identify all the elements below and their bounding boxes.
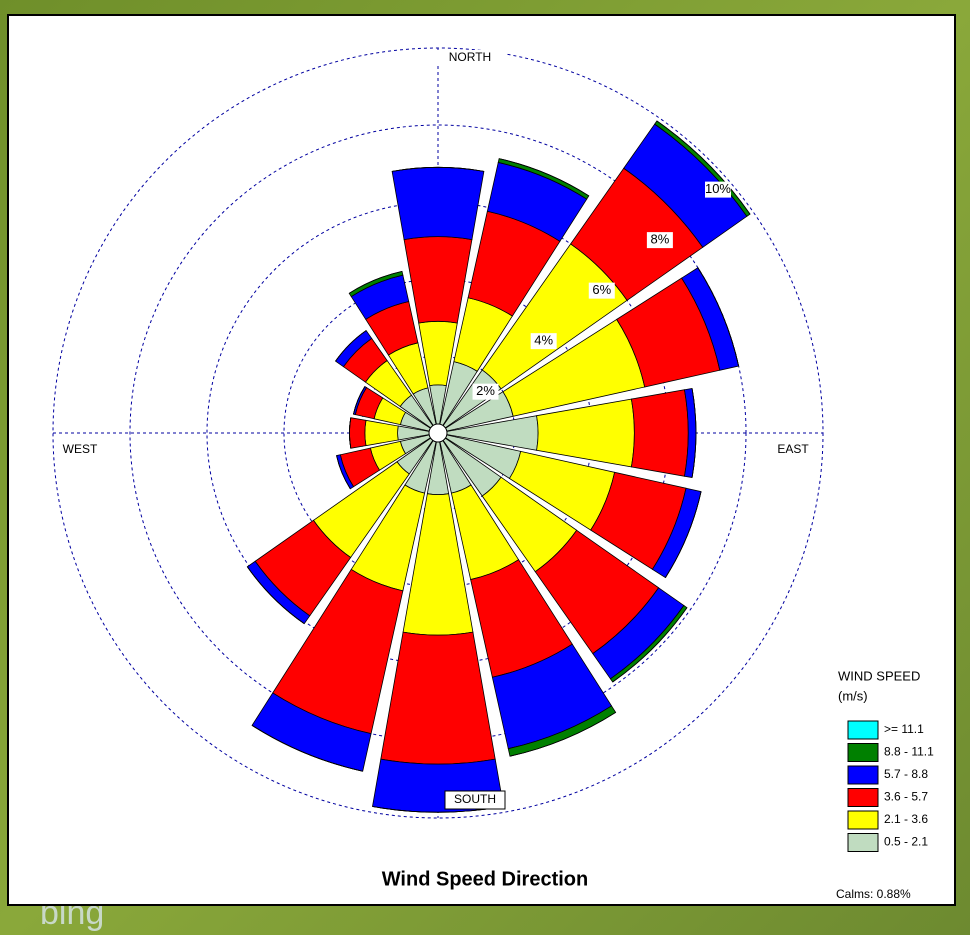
legend-label: 8.8 - 11.1 xyxy=(884,745,934,759)
legend-swatch xyxy=(848,766,878,784)
legend-swatch xyxy=(848,834,878,852)
legend-unit: (m/s) xyxy=(838,688,868,703)
legend-swatch xyxy=(848,744,878,762)
legend-swatch xyxy=(848,811,878,829)
chart-title: Wind Speed Direction xyxy=(382,868,589,890)
direction-label: SOUTH xyxy=(454,792,496,806)
r-tick-label: 10% xyxy=(705,181,731,196)
page: {"chart_data": {"type": "windrose", "tit… xyxy=(0,0,970,935)
legend-label: >= 11.1 xyxy=(884,722,924,736)
legend-label: 5.7 - 8.8 xyxy=(884,767,928,781)
legend-label: 3.6 - 5.7 xyxy=(884,790,928,804)
direction-label: NORTH xyxy=(449,50,491,64)
legend-label: 0.5 - 2.1 xyxy=(884,835,928,849)
r-tick-label: 4% xyxy=(534,333,553,348)
wedge-segment xyxy=(631,390,688,476)
r-tick-label: 8% xyxy=(650,232,669,247)
legend-swatch xyxy=(848,721,878,739)
wedge-segment xyxy=(392,167,484,239)
center-dot xyxy=(429,424,447,442)
r-tick-label: 6% xyxy=(592,282,611,297)
direction-label: EAST xyxy=(777,442,809,456)
legend-swatch xyxy=(848,789,878,807)
calms-label: Calms: 0.88% xyxy=(836,887,911,901)
chart: bing 2%4%6%8%10%NORTHEASTSOUTHWEST Wind … xyxy=(0,0,970,935)
legend-title: WIND SPEED xyxy=(838,668,920,683)
wedge-segment xyxy=(349,418,366,449)
direction-label: WEST xyxy=(63,442,98,456)
r-tick-label: 2% xyxy=(476,383,495,398)
legend-label: 2.1 - 3.6 xyxy=(884,812,928,826)
